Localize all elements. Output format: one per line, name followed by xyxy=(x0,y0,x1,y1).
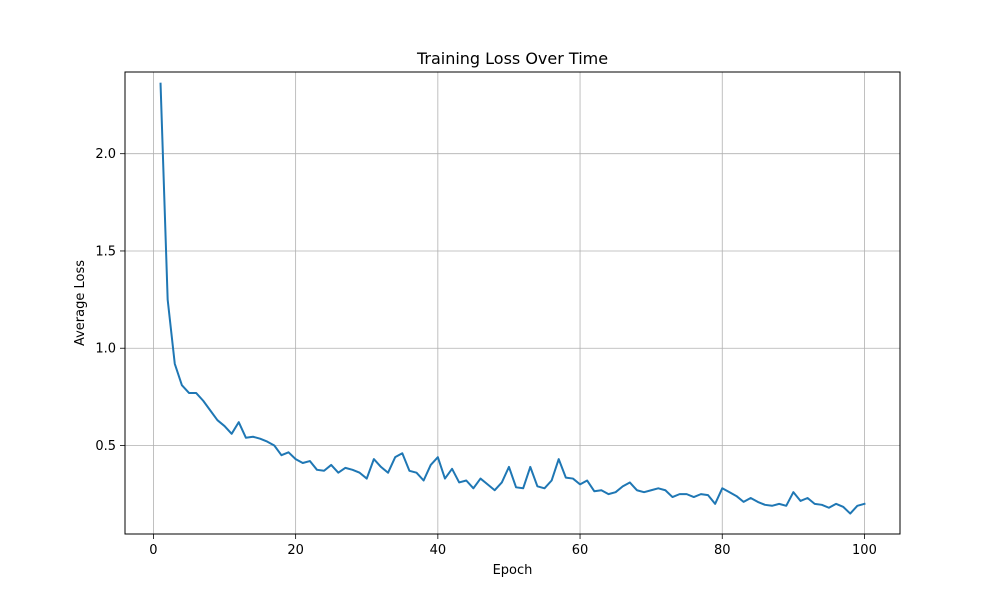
chart-title: Training Loss Over Time xyxy=(416,49,608,68)
y-axis-ticks: 0.5 1.0 1.5 2.0 xyxy=(95,147,125,454)
y-tick-label: 0.5 xyxy=(95,439,116,454)
grid xyxy=(125,72,900,534)
plot-frame xyxy=(124,71,901,535)
y-axis-label: Average Loss xyxy=(73,260,88,346)
x-tick-label: 80 xyxy=(714,543,731,558)
series-line xyxy=(159,82,866,515)
x-axis-label: Epoch xyxy=(493,563,533,578)
x-tick-label: 60 xyxy=(572,543,589,558)
x-tick-label: 0 xyxy=(149,543,157,558)
x-tick-label: 20 xyxy=(287,543,304,558)
x-tick-label: 100 xyxy=(852,543,877,558)
x-axis-ticks: 0 20 40 60 80 100 xyxy=(149,534,877,558)
x-tick-label: 40 xyxy=(430,543,447,558)
y-tick-label: 1.0 xyxy=(95,342,116,357)
y-tick-label: 2.0 xyxy=(95,147,116,162)
y-tick-label: 1.5 xyxy=(95,244,116,259)
series-layer xyxy=(159,82,866,515)
